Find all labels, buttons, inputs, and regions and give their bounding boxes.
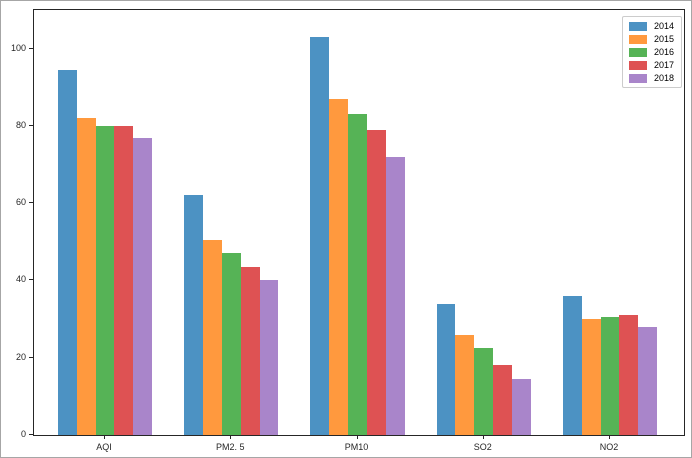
legend-item-2018: 2018 [628,73,674,83]
legend-swatch-icon [628,73,647,83]
legend-label: 2014 [653,21,674,31]
legend-label: 2016 [653,47,674,57]
bar-2018-SO2 [512,378,531,435]
bar-2016-AQI [95,125,115,435]
bar-2015-PM25 [202,239,222,435]
bar-2014-PM25 [184,195,203,435]
x-tick-label: NO2 [599,442,619,452]
legend: 2014 2015 2016 2017 2018 [621,16,682,88]
y-tick-label: 60 [15,197,26,208]
x-tick-mark [482,435,484,439]
y-tick-label: 100 [10,42,26,53]
y-tick-label: 80 [15,119,26,130]
legend-item-2014: 2014 [628,21,674,31]
y-tick-mark [29,202,33,204]
bar-2016-PM10 [348,114,367,435]
bar-2014-NO2 [562,295,582,435]
bar-2014-AQI [57,69,77,435]
y-tick-label: 0 [20,429,26,439]
bar-2015-SO2 [455,334,475,435]
y-tick-mark [29,434,33,435]
bar-2018-PM10 [385,156,405,435]
x-tick-label: PM10 [344,442,369,452]
y-tick-label: 20 [15,351,26,362]
y-tick-mark [29,47,33,49]
bar-2016-PM25 [221,253,241,435]
x-tick-mark [104,435,105,439]
x-tick-label: SO2 [473,442,492,452]
legend-item-2016: 2016 [628,47,674,57]
bar-2017-AQI [114,125,134,435]
bar-2015-AQI [76,118,96,435]
bar-2017-PM10 [366,129,386,435]
legend-label: 2017 [653,60,674,70]
legend-swatch-icon [628,21,647,31]
bar-2016-NO2 [600,317,620,435]
bar-2017-PM25 [240,266,260,435]
bar-2018-PM25 [259,280,279,435]
y-tick-mark [29,279,33,281]
legend-item-2017: 2017 [628,60,674,70]
bar-2018-NO2 [638,326,658,435]
y-tick-label: 40 [15,274,26,285]
legend-swatch-icon [628,47,647,57]
bar-2017-SO2 [493,365,513,435]
x-tick-mark [356,435,358,439]
y-tick-mark [29,356,33,358]
bar-2015-NO2 [581,319,601,435]
x-tick-mark [230,435,232,439]
bar-2018-AQI [133,137,153,435]
bar-2014-SO2 [436,303,456,435]
legend-label: 2015 [653,34,674,44]
x-tick-label: PM2. 5 [215,442,245,452]
bar-2017-NO2 [619,315,639,435]
bar-2015-PM10 [329,98,349,435]
x-tick-mark [609,435,610,439]
bar-2016-SO2 [474,348,494,435]
legend-swatch-icon [628,60,647,70]
legend-swatch-icon [628,34,647,44]
bar-2014-PM10 [310,37,330,435]
y-tick-mark [29,124,33,126]
x-tick-label: AQI [96,442,112,452]
plot-area: 2014 2015 2016 2017 2018 [33,9,685,436]
legend-item-2015: 2015 [628,34,674,44]
legend-label: 2018 [653,73,674,83]
